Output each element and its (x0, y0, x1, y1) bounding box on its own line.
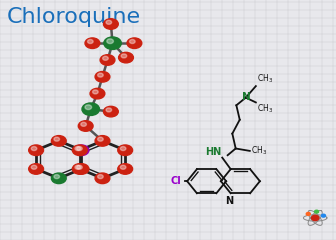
Circle shape (78, 121, 93, 131)
Circle shape (54, 137, 59, 141)
Text: Chloroquine: Chloroquine (7, 7, 141, 27)
Circle shape (97, 137, 103, 141)
Circle shape (82, 103, 99, 115)
Circle shape (103, 19, 118, 29)
Circle shape (87, 40, 93, 43)
Text: CH$_3$: CH$_3$ (251, 145, 267, 157)
Circle shape (106, 20, 112, 24)
Circle shape (118, 145, 133, 156)
Circle shape (100, 55, 115, 65)
Circle shape (31, 147, 37, 150)
Text: HN: HN (205, 147, 221, 157)
Circle shape (120, 147, 126, 150)
Circle shape (54, 175, 59, 179)
Circle shape (97, 73, 103, 77)
Circle shape (119, 52, 133, 63)
Circle shape (92, 90, 98, 94)
Circle shape (103, 106, 118, 117)
Circle shape (75, 165, 81, 169)
Circle shape (81, 122, 86, 126)
Circle shape (85, 38, 100, 48)
Circle shape (74, 164, 89, 174)
Circle shape (95, 136, 110, 146)
Circle shape (106, 108, 112, 112)
Circle shape (107, 39, 114, 44)
Circle shape (72, 164, 87, 174)
Circle shape (120, 165, 126, 169)
Circle shape (29, 164, 43, 174)
Circle shape (74, 145, 89, 156)
Circle shape (95, 173, 110, 184)
Circle shape (75, 147, 81, 150)
Circle shape (322, 214, 326, 217)
Circle shape (97, 175, 103, 179)
Circle shape (77, 165, 82, 169)
Circle shape (77, 147, 82, 150)
Circle shape (306, 212, 310, 215)
Circle shape (118, 164, 133, 174)
Circle shape (29, 145, 43, 156)
Circle shape (85, 105, 92, 110)
Circle shape (51, 136, 66, 146)
Circle shape (102, 56, 108, 60)
Circle shape (95, 72, 110, 82)
Circle shape (127, 38, 142, 48)
Circle shape (104, 37, 121, 49)
Text: N: N (225, 196, 233, 206)
Circle shape (129, 40, 135, 43)
Text: Cl: Cl (170, 176, 181, 186)
Circle shape (311, 215, 319, 221)
Text: CH$_3$: CH$_3$ (257, 73, 274, 85)
Circle shape (72, 145, 87, 156)
Circle shape (90, 88, 105, 99)
Circle shape (121, 54, 127, 58)
Circle shape (31, 165, 37, 169)
Circle shape (314, 210, 319, 213)
Circle shape (51, 173, 66, 184)
Text: N: N (242, 92, 250, 102)
Text: CH$_3$: CH$_3$ (257, 103, 274, 115)
